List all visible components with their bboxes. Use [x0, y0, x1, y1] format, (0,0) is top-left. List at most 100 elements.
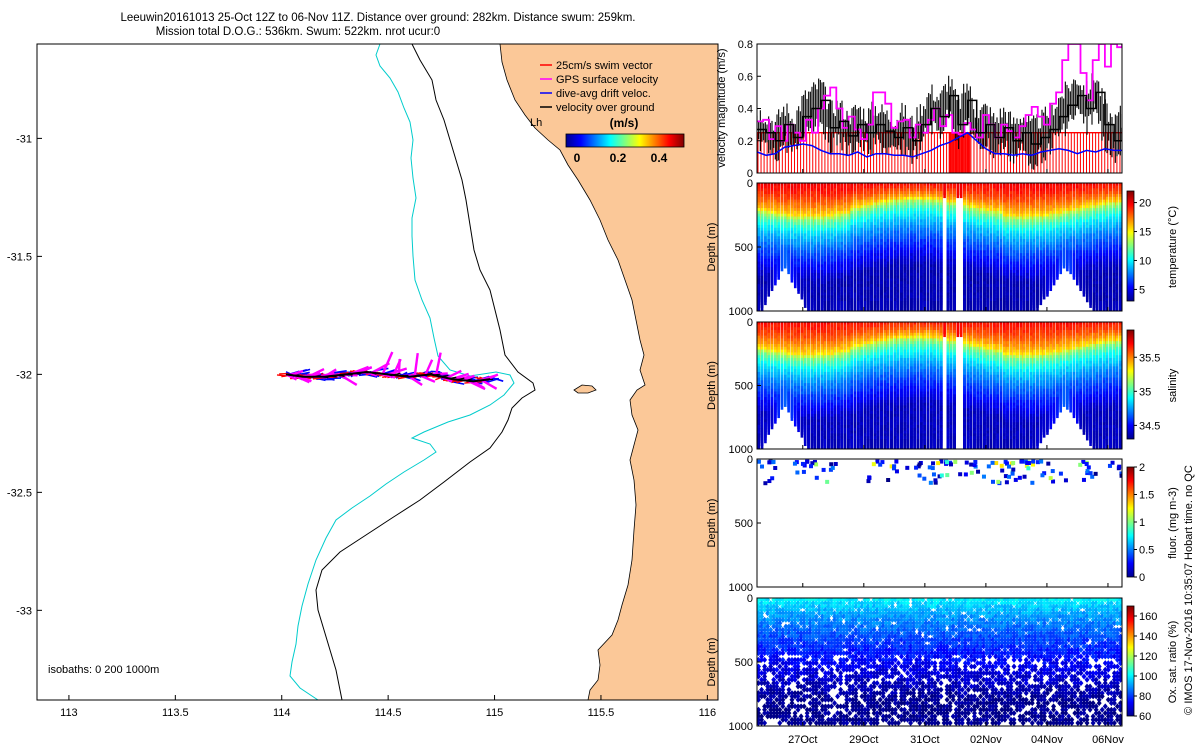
- gps-vector: [481, 379, 498, 390]
- temperature-cell: [770, 270, 774, 292]
- map-ytick-label: -32.5: [7, 487, 32, 499]
- gps-vector: [408, 375, 423, 386]
- temperature-cell: [1019, 301, 1023, 311]
- temperature-cell: [1042, 278, 1046, 300]
- map-legend: 25cm/s swim vector GPS surface velocity …: [540, 60, 659, 114]
- temperature-cell: [883, 301, 887, 311]
- temperature-cell: [1085, 281, 1089, 303]
- map-colorbar: (m/s) 0 0.2 0.4: [565, 116, 685, 165]
- ground-vector: [329, 375, 337, 378]
- ground-velocity-line: [757, 91, 1122, 145]
- temperature-cell: [983, 301, 986, 311]
- gps-vector: [424, 359, 434, 376]
- temperature-cell: [949, 301, 953, 311]
- drift-vector: [337, 371, 353, 374]
- isobath-200m: [289, 44, 515, 700]
- temperature-cell: [1092, 292, 1096, 311]
- temperature-cell: [1046, 275, 1049, 297]
- temperature-cell: [817, 301, 820, 311]
- temperature-cell: [1062, 247, 1066, 269]
- temperature-cell: [1032, 295, 1036, 311]
- map-ytick-label: -32: [16, 369, 32, 381]
- temperature-cell: [999, 301, 1003, 311]
- legend-label-drift: dive-avg drift veloc.: [556, 88, 651, 100]
- temperature-cell: [764, 284, 767, 306]
- temperature-cell: [1079, 270, 1082, 292]
- ground-vector: [369, 371, 377, 375]
- temperature-cell: [807, 292, 810, 311]
- temperature-cell: [780, 250, 784, 272]
- map-xtick-label: 115.5: [588, 707, 615, 719]
- legend-label-ground: velocity over ground: [556, 102, 654, 114]
- temperature-cell: [913, 301, 917, 311]
- ground-vector: [298, 375, 306, 378]
- gps-velocity-line: [757, 44, 1122, 142]
- temperature-cell: [827, 301, 830, 311]
- drift-vector: [430, 370, 441, 373]
- ground-vector: [377, 372, 385, 375]
- temperature-cell: [1076, 264, 1079, 286]
- ground-vector: [441, 374, 449, 378]
- ground-vector: [345, 373, 353, 376]
- temperature-cell: [873, 301, 877, 311]
- temperature-cell: [847, 301, 850, 311]
- temperature-cell: [1006, 301, 1009, 311]
- temperature-cell: [989, 301, 993, 311]
- map-ytick-label: -33: [16, 605, 32, 617]
- temperature-cell: [1049, 270, 1053, 292]
- legend-label-gps: GPS surface velocity: [556, 74, 659, 86]
- velocity-ytick-label: 0.8: [738, 39, 753, 51]
- isobaths-note: isobaths: 0 200 1000m: [48, 664, 159, 676]
- temperature-cell: [853, 301, 857, 311]
- ground-vector: [479, 378, 487, 382]
- gps-vector: [387, 367, 408, 376]
- temperature-cell: [1102, 301, 1106, 311]
- ground-vector: [417, 374, 425, 377]
- velocity-ytick-label: 0.6: [738, 71, 753, 83]
- map-panel: 113 113.5 114 114.5 115 115.5 116-31-31.5-32-3…: [7, 43, 719, 719]
- temperature-cell: [1012, 301, 1016, 311]
- temperature-cell: [986, 301, 990, 311]
- map-ticks: 113 113.5 114 114.5 115 115.5 116-31-31.5-32-3…: [7, 133, 716, 719]
- temperature-cell: [903, 301, 907, 311]
- temperature-cell: [956, 183, 960, 199]
- temperature-profiles: [757, 183, 1122, 311]
- temperature-cell: [923, 301, 926, 311]
- temperature-cell: [1082, 275, 1086, 297]
- temperature-cell: [946, 301, 950, 311]
- ground-vector: [393, 372, 401, 376]
- velocity-ylabel: velocity magnitude (m/s): [716, 48, 728, 167]
- temperature-cell: [790, 261, 794, 283]
- map-xtick-label: 115: [486, 707, 504, 719]
- temperature-cell: [966, 301, 970, 311]
- gps-vector: [381, 351, 394, 375]
- temperature-cell: [1029, 301, 1033, 311]
- map-xtick-label: 116: [699, 707, 717, 719]
- temperature-cell: [1026, 301, 1029, 311]
- temperature-cell: [777, 258, 780, 280]
- temperature-cell: [890, 301, 893, 311]
- temperature-cell: [996, 301, 999, 311]
- drift-velocity-line: [757, 131, 1122, 158]
- map-colorbar-tick-0: 0: [574, 151, 581, 165]
- ground-vector: [457, 377, 465, 381]
- velocity-ytick-label: 0.4: [738, 104, 753, 116]
- temperature-cell: [760, 289, 764, 311]
- gps-vector: [397, 358, 401, 376]
- temperature-cell: [823, 301, 827, 311]
- temperature-cell: [1052, 264, 1056, 286]
- temperature-cell: [963, 301, 966, 311]
- temperature-cell: [910, 301, 913, 311]
- temperature-cell: [820, 301, 824, 311]
- temperature-cell: [939, 301, 943, 311]
- gps-vector: [419, 374, 436, 383]
- ground-vector: [385, 373, 393, 377]
- map-colorbar-tick-2: 0.4: [651, 151, 668, 165]
- temperature-cell: [880, 301, 883, 311]
- header-line-2: Mission total D.O.G.: 536km. Swum: 522km…: [156, 26, 440, 38]
- temperature-cell: [893, 301, 897, 311]
- ground-vector: [285, 373, 294, 376]
- gps-vector: [472, 380, 485, 389]
- temperature-cell: [830, 301, 834, 311]
